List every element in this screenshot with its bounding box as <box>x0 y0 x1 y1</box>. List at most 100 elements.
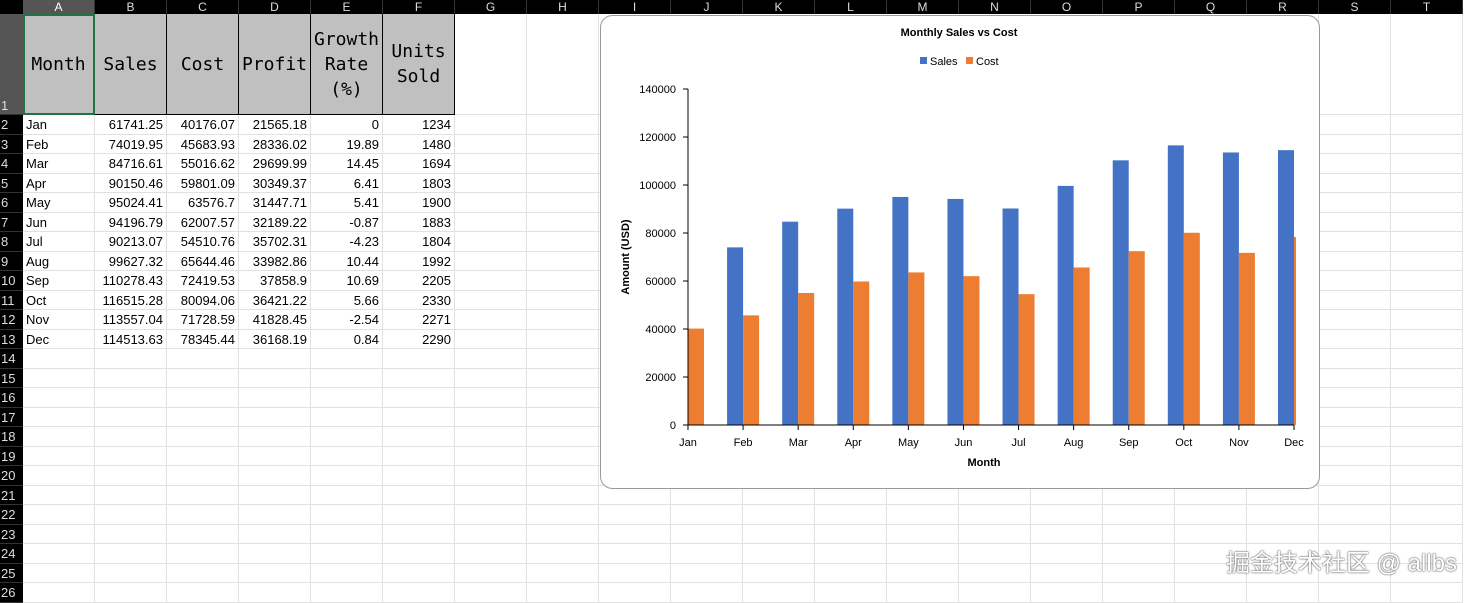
cell-T15[interactable] <box>1391 368 1463 388</box>
cell-O25[interactable] <box>1031 563 1103 583</box>
cell-A24[interactable] <box>23 544 95 564</box>
column-header-L[interactable]: L <box>815 0 887 14</box>
row-header-7[interactable]: 7 <box>0 212 23 232</box>
cell-K22[interactable] <box>743 505 815 525</box>
cell-J24[interactable] <box>671 544 743 564</box>
cell-J22[interactable] <box>671 505 743 525</box>
cell-D15[interactable] <box>239 368 311 388</box>
cell-E15[interactable] <box>311 368 383 388</box>
cell-T22[interactable] <box>1391 505 1463 525</box>
column-header-E[interactable]: E <box>311 0 383 14</box>
column-header-J[interactable]: J <box>671 0 743 14</box>
cell-F15[interactable] <box>383 368 455 388</box>
bar-sales-feb[interactable] <box>727 247 744 425</box>
cell-Q23[interactable] <box>1175 524 1247 544</box>
header-cell-units-sold[interactable]: Units Sold <box>383 14 455 115</box>
cell-A26[interactable] <box>23 583 95 603</box>
cell-D2[interactable]: 21565.18 <box>239 115 311 135</box>
cell-G22[interactable] <box>455 505 527 525</box>
cell-D8[interactable]: 35702.31 <box>239 232 311 252</box>
cell-N23[interactable] <box>959 524 1031 544</box>
row-header-16[interactable]: 16 <box>0 388 23 408</box>
cell-C4[interactable]: 55016.62 <box>167 154 239 174</box>
cell-P24[interactable] <box>1103 544 1175 564</box>
cell-F2[interactable]: 1234 <box>383 115 455 135</box>
cell-B3[interactable]: 74019.95 <box>95 134 167 154</box>
cell-H17[interactable] <box>527 407 599 427</box>
cell-H25[interactable] <box>527 563 599 583</box>
cell-T12[interactable] <box>1391 310 1463 330</box>
column-header-D[interactable]: D <box>239 0 311 14</box>
cell-A15[interactable] <box>23 368 95 388</box>
cell-S17[interactable] <box>1319 407 1391 427</box>
bar-cost-jun[interactable] <box>963 276 980 425</box>
cell-C8[interactable]: 54510.76 <box>167 232 239 252</box>
cell-T17[interactable] <box>1391 407 1463 427</box>
cell-L23[interactable] <box>815 524 887 544</box>
cell-F11[interactable]: 2330 <box>383 290 455 310</box>
cell-F17[interactable] <box>383 407 455 427</box>
cell-C23[interactable] <box>167 524 239 544</box>
cell-K25[interactable] <box>743 563 815 583</box>
column-header-F[interactable]: F <box>383 0 455 14</box>
cell-M22[interactable] <box>887 505 959 525</box>
cell-L21[interactable] <box>815 485 887 505</box>
cell-O22[interactable] <box>1031 505 1103 525</box>
bar-sales-dec[interactable] <box>1278 150 1294 425</box>
cell-D6[interactable]: 31447.71 <box>239 193 311 213</box>
cell-G24[interactable] <box>455 544 527 564</box>
cell-D24[interactable] <box>239 544 311 564</box>
cell-C17[interactable] <box>167 407 239 427</box>
cell-T9[interactable] <box>1391 251 1463 271</box>
cell-G12[interactable] <box>455 310 527 330</box>
cell-E21[interactable] <box>311 485 383 505</box>
cell-C18[interactable] <box>167 427 239 447</box>
cell-H2[interactable] <box>527 115 599 135</box>
cell-P25[interactable] <box>1103 563 1175 583</box>
cell-A8[interactable]: Jul <box>23 232 95 252</box>
cell-H19[interactable] <box>527 446 599 466</box>
cell-H10[interactable] <box>527 271 599 291</box>
cell-S8[interactable] <box>1319 232 1391 252</box>
cell-F14[interactable] <box>383 349 455 369</box>
cell-K24[interactable] <box>743 544 815 564</box>
cell-S11[interactable] <box>1319 290 1391 310</box>
cell-E7[interactable]: -0.87 <box>311 212 383 232</box>
cell-B26[interactable] <box>95 583 167 603</box>
cell-J21[interactable] <box>671 485 743 505</box>
header-cell-growth-rate[interactable]: Growth Rate (%) <box>311 14 383 115</box>
bar-cost-jul[interactable] <box>1018 294 1035 425</box>
bar-cost-mar[interactable] <box>798 292 815 425</box>
cell-B10[interactable]: 110278.43 <box>95 271 167 291</box>
cell-G5[interactable] <box>455 173 527 193</box>
cell-C22[interactable] <box>167 505 239 525</box>
cell-S25[interactable] <box>1319 563 1391 583</box>
cell-S20[interactable] <box>1319 466 1391 486</box>
row-header-25[interactable]: 25 <box>0 563 23 583</box>
cell-C3[interactable]: 45683.93 <box>167 134 239 154</box>
cell-D17[interactable] <box>239 407 311 427</box>
cell-G25[interactable] <box>455 563 527 583</box>
cell-F26[interactable] <box>383 583 455 603</box>
chart-monthly-sales-vs-cost[interactable]: Monthly Sales vs Cost Sales Cost Jan Feb Mar A… <box>600 15 1320 489</box>
cell-B15[interactable] <box>95 368 167 388</box>
cell-F12[interactable]: 2271 <box>383 310 455 330</box>
cell-S14[interactable] <box>1319 349 1391 369</box>
cell-T21[interactable] <box>1391 485 1463 505</box>
cell-H18[interactable] <box>527 427 599 447</box>
cell-T3[interactable] <box>1391 134 1463 154</box>
cell-B25[interactable] <box>95 563 167 583</box>
cell-K23[interactable] <box>743 524 815 544</box>
cell-A12[interactable]: Nov <box>23 310 95 330</box>
cell-B2[interactable]: 61741.25 <box>95 115 167 135</box>
cell-B13[interactable]: 114513.63 <box>95 329 167 349</box>
row-header-23[interactable]: 23 <box>0 524 23 544</box>
cell-C2[interactable]: 40176.07 <box>167 115 239 135</box>
cell-C13[interactable]: 78345.44 <box>167 329 239 349</box>
cell-D20[interactable] <box>239 466 311 486</box>
cell-A23[interactable] <box>23 524 95 544</box>
cell-H1[interactable] <box>527 14 599 115</box>
cell-C10[interactable]: 72419.53 <box>167 271 239 291</box>
cell-I26[interactable] <box>599 583 671 603</box>
cell-T4[interactable] <box>1391 154 1463 174</box>
